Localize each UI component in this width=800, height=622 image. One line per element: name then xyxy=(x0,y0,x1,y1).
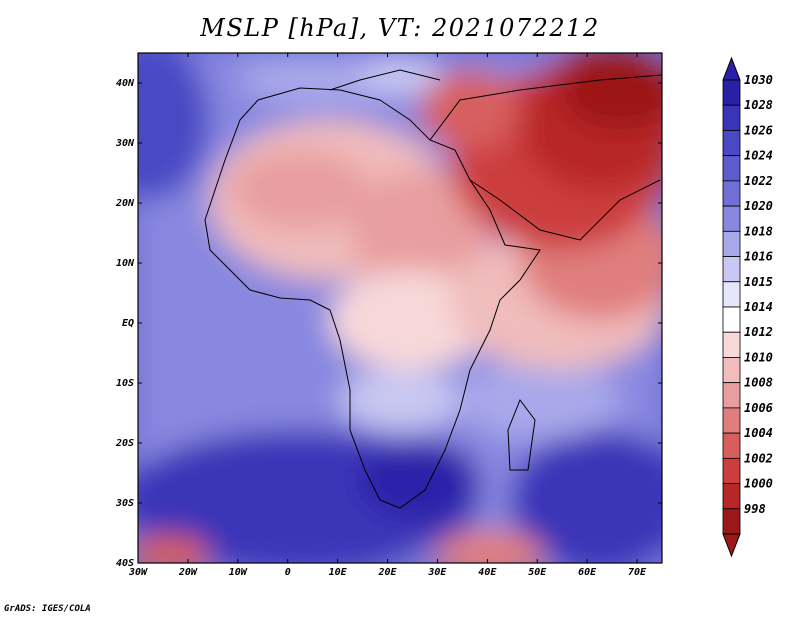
colorbar-label: 1016 xyxy=(744,250,773,264)
y-tick-label: 40S xyxy=(116,558,134,569)
x-tick-label: 20E xyxy=(377,567,397,578)
colorbar: 1030 1028 1026 1024 1022 1020 1018 1016 1015 1014… xyxy=(722,56,773,558)
y-tick-label: 30S xyxy=(115,498,134,509)
colorbar-segment xyxy=(722,180,741,207)
colorbar-segment xyxy=(722,281,741,308)
colorbar-label: 1000 xyxy=(744,477,773,491)
x-tick-label: 60E xyxy=(578,567,597,578)
colorbar-bottom-arrow xyxy=(722,533,741,558)
colorbar-segment xyxy=(722,130,741,157)
x-tick-label: 70E xyxy=(628,567,647,578)
colorbar-label: 1015 xyxy=(744,275,773,289)
colorbar-segment xyxy=(722,432,741,459)
x-tick-label: 50E xyxy=(528,567,547,578)
colorbar-label: 1002 xyxy=(744,451,773,465)
colorbar-segment xyxy=(722,483,741,510)
grads-credit: GrADS: IGES/COLA xyxy=(4,604,91,614)
colorbar-label: 1018 xyxy=(744,224,773,238)
colorbar-label: 1012 xyxy=(744,325,773,339)
x-tick-label: 10E xyxy=(329,567,348,578)
y-tick-label: 20N xyxy=(115,198,135,209)
colorbar-segment xyxy=(722,357,741,384)
y-tick-label: 30N xyxy=(115,138,135,149)
colorbar-top-arrow xyxy=(722,56,741,81)
colorbar-segment xyxy=(722,104,741,131)
x-tick-label: 20W xyxy=(178,567,198,578)
colorbar-label: 1024 xyxy=(744,149,773,163)
x-tick-label: 30E xyxy=(427,567,447,578)
colorbar-segment xyxy=(722,155,741,182)
x-tick-label: 40E xyxy=(478,567,497,578)
colorbar-segment xyxy=(722,230,741,257)
x-tick-label: 0 xyxy=(285,567,291,578)
x-axis: 30W 20W 10W 0 10E 20E 30E 40E 50E 60E 70E xyxy=(128,53,647,578)
colorbar-label: 1004 xyxy=(744,426,773,440)
colorbar-segment xyxy=(722,256,741,283)
y-tick-label: 10N xyxy=(116,258,135,269)
colorbar-segment xyxy=(722,306,741,333)
colorbar-label: 1006 xyxy=(744,401,773,415)
colorbar-segment xyxy=(722,508,741,535)
colorbar-label: 1028 xyxy=(744,98,773,112)
colorbar-segment xyxy=(722,407,741,434)
y-tick-label: EQ xyxy=(122,318,134,329)
x-tick-label: 30W xyxy=(128,567,148,578)
colorbar-label: 1020 xyxy=(744,199,773,213)
colorbar-label: 1026 xyxy=(744,123,773,137)
colorbar-label: 1010 xyxy=(744,350,773,364)
y-tick-label: 10S xyxy=(116,378,134,389)
colorbar-label: 1014 xyxy=(744,300,773,314)
chart-title: MSLP [hPa], VT: 2021072212 xyxy=(200,14,600,42)
coastline xyxy=(204,69,662,509)
y-tick-label: 20S xyxy=(115,438,134,449)
y-axis: 40N 30N 20N 10N EQ 10S 20S 30S 40S xyxy=(115,78,662,569)
colorbar-label: 1008 xyxy=(744,376,773,390)
colorbar-segment xyxy=(722,331,741,358)
colorbar-label: 998 xyxy=(744,502,766,516)
colorbar-label: 1022 xyxy=(744,174,773,188)
colorbar-segment xyxy=(722,382,741,409)
x-tick-label: 10W xyxy=(229,567,248,578)
colorbar-segment xyxy=(722,205,741,232)
colorbar-segment xyxy=(722,79,741,106)
colorbar-segment xyxy=(722,457,741,484)
pressure-field xyxy=(138,53,662,563)
plot-frame xyxy=(137,52,663,564)
y-tick-label: 40N xyxy=(116,78,135,89)
colorbar-label: 1030 xyxy=(744,73,773,87)
